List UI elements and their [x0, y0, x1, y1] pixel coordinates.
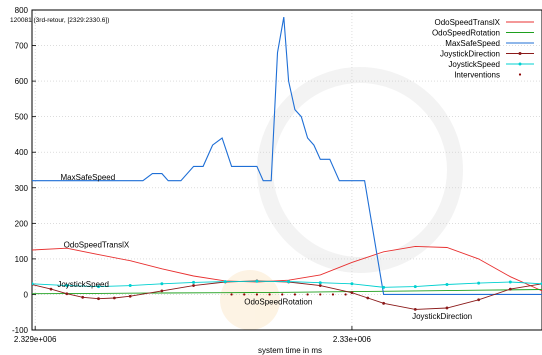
x-tick-label: 2.329e+006 — [14, 335, 57, 344]
y-tick-label: 800 — [15, 6, 29, 15]
data-point-joystick-speed — [413, 285, 417, 289]
data-point-joystick-speed — [477, 281, 481, 285]
legend-label: MaxSafeSpeed — [445, 39, 500, 48]
data-point-joystick-speed — [32, 282, 34, 286]
data-point-interventions — [306, 293, 309, 296]
data-point-joystick-direction — [49, 287, 53, 291]
data-point-joystick-direction — [192, 284, 195, 287]
data-point-joystick-speed — [97, 285, 101, 289]
series-group — [32, 17, 542, 311]
data-point-interventions — [319, 293, 322, 296]
data-point-joystick-direction — [81, 295, 85, 299]
data-point-joystick-speed — [287, 280, 291, 284]
data-point-joystick-direction — [445, 306, 449, 310]
data-point-interventions — [344, 293, 347, 296]
data-point-joystick-direction — [477, 298, 481, 302]
data-point-joystick-direction — [160, 289, 164, 293]
data-point-interventions — [331, 293, 335, 296]
data-point-joystick-speed — [350, 282, 354, 286]
data-point-joystick-direction — [318, 284, 322, 287]
legend-label: OdoSpeedRotation — [432, 29, 500, 38]
data-point-interventions — [243, 293, 246, 296]
legend-marker — [518, 62, 522, 66]
y-tick-label: 400 — [15, 148, 29, 157]
legend-swatch — [518, 73, 522, 76]
legend-label: JoystickDirection — [440, 50, 500, 59]
data-point-joystick-direction — [508, 287, 512, 291]
y-tick-label: 300 — [15, 184, 29, 193]
y-tick-label: -100 — [12, 326, 29, 335]
chart-title: 120081 (3rd-retour, [2329:2330.6]) — [10, 17, 109, 24]
data-point-joystick-speed — [508, 280, 512, 284]
data-point-interventions — [281, 293, 284, 296]
data-point-joystick-direction — [382, 301, 386, 305]
data-point-joystick-speed — [192, 280, 196, 284]
watermark — [220, 67, 463, 330]
annotation-label: JoystickDirection — [412, 312, 472, 321]
data-point-joystick-direction — [112, 296, 116, 300]
y-axis: -100 0 100 200 300 400 500 600 700 800 — [12, 6, 36, 335]
data-point-interventions — [255, 293, 259, 296]
data-point-joystick-direction — [350, 291, 354, 295]
data-point-joystick-direction — [366, 296, 370, 300]
data-point-joystick-speed — [65, 284, 69, 288]
legend-label: OdoSpeedTranslX — [434, 18, 500, 27]
series-line-odo-speed-rotation — [32, 289, 542, 295]
y-tick-label: 0 — [24, 290, 29, 299]
annotation-label: OdoSpeedTranslX — [64, 241, 130, 250]
data-point-interventions — [230, 293, 233, 296]
legend-marker — [518, 52, 522, 55]
series-line-max-safe-speed — [32, 17, 542, 295]
y-tick-label: 100 — [15, 255, 29, 264]
data-point-joystick-direction — [65, 292, 69, 296]
annotations: MaxSafeSpeed OdoSpeedTranslX JoystickSpeed… — [57, 173, 472, 321]
data-point-joystick-speed — [255, 279, 259, 283]
data-point-joystick-direction — [97, 297, 100, 301]
legend-label: JoystickSpeed — [448, 60, 500, 69]
plot-frame — [31, 9, 542, 331]
y-tick-label: 700 — [15, 42, 29, 51]
data-point-joystick-direction — [128, 294, 132, 298]
data-point-joystick-speed — [160, 282, 164, 286]
annotation-label: JoystickSpeed — [57, 280, 109, 289]
data-point-joystick-speed — [318, 281, 322, 285]
data-point-interventions — [293, 293, 297, 296]
annotation-label: OdoSpeedRotation — [244, 298, 312, 307]
y-tick-label: 500 — [15, 113, 29, 122]
data-point-joystick-speed — [382, 285, 386, 289]
data-point-interventions — [268, 293, 271, 296]
legend-label: Interventions — [454, 71, 500, 80]
legend: OdoSpeedTranslX OdoSpeedRotationMaxSafeSp… — [432, 18, 534, 80]
data-point-joystick-speed — [223, 280, 227, 284]
y-tick-label: 200 — [15, 219, 29, 228]
annotation-label: MaxSafeSpeed — [61, 173, 116, 182]
x-axis-label: system time in ms — [258, 346, 322, 355]
data-point-joystick-speed — [445, 282, 449, 286]
data-point-joystick-direction — [413, 307, 417, 311]
data-point-joystick-speed — [128, 284, 132, 288]
x-axis: 2.329e+006 2.33e+006 — [14, 326, 372, 344]
y-tick-label: 600 — [15, 77, 29, 86]
x-tick-label: 2.33e+006 — [333, 335, 372, 344]
